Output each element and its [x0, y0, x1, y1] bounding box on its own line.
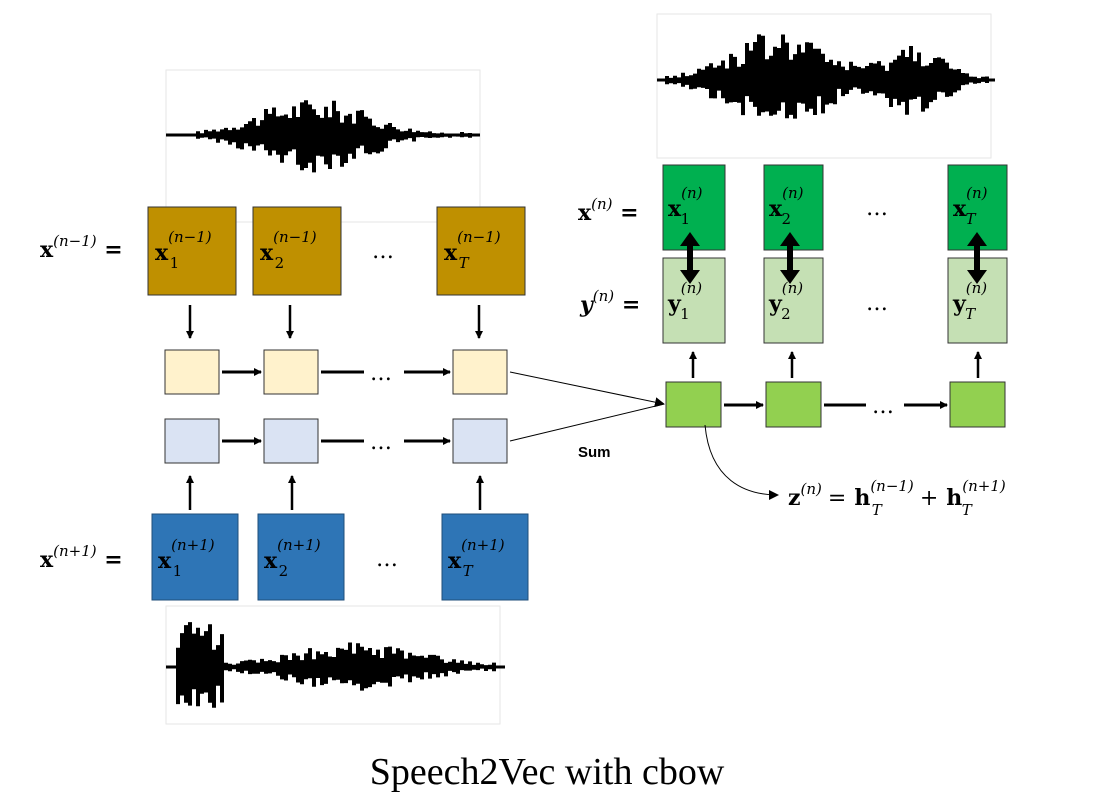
encoder-backward-cell-T [452, 418, 508, 464]
x-target-2-box [763, 164, 824, 251]
waveform-context-next [165, 605, 505, 725]
x-target-2-label: x(n) 2 [769, 184, 804, 228]
row-x-next: x(n+1) = x(n+1) 1 x(n+1) 2 … x(n+1) T [40, 513, 529, 601]
encoder-forward-cell-2 [263, 349, 319, 395]
encoder-backward-ellipsis: … [370, 430, 392, 455]
x-prev-2-box [252, 206, 342, 296]
y-output-T-label: y(n) T [952, 279, 987, 323]
row-x-prev-label: x(n−1) = [40, 232, 123, 263]
decoder-cell-2 [765, 381, 822, 428]
x-next-1-label: x(n+1) 1 [158, 536, 215, 580]
double-arrow-1 [680, 232, 700, 284]
double-arrows-loss [680, 232, 987, 284]
caption: Speech2Vec with cbow [370, 751, 725, 793]
waveform-target [656, 13, 995, 159]
z-pointer-arrow [704, 424, 779, 500]
y-output-1-label: y(n) 1 [667, 279, 702, 323]
x-prev-1-box [147, 206, 237, 296]
double-arrow-T [967, 232, 987, 284]
decoder-row: … [665, 381, 1006, 428]
decoder-ellipsis: … [872, 394, 894, 419]
row-x-target-label: x(n) = [578, 195, 639, 226]
row-x-target: x(n) = x(n) 1 x(n) 2 … x(n) T [578, 164, 1008, 251]
decoder-cell-T [949, 381, 1006, 428]
encoder-backward-row: … [164, 418, 508, 464]
encoder-backward-cell-2 [263, 418, 319, 464]
x-target-T-label: x(n) T [953, 184, 988, 228]
row-x-next-label: x(n+1) = [40, 542, 123, 573]
encoder-forward-row: … [164, 349, 508, 395]
y-output-ellipsis: … [866, 291, 888, 316]
arrows-prev-to-encoder [186, 305, 483, 339]
x-next-ellipsis: … [376, 547, 398, 572]
double-arrow-2 [780, 232, 800, 284]
sum-connectors [509, 371, 665, 442]
x-target-1-box [662, 164, 726, 251]
z-equation: z(n) = h(n−1) T + h(n+1) T [788, 477, 1006, 519]
y-output-2-label: y(n) 2 [768, 279, 803, 323]
waveform-context-prev [165, 69, 481, 223]
x-next-T-box [441, 513, 529, 601]
x-target-1-label: x(n) 1 [668, 184, 703, 228]
x-next-2-label: x(n+1) 2 [264, 536, 321, 580]
row-y-output-label: y(n) = [579, 287, 640, 318]
row-x-prev: x(n−1) = x(n−1) 1 x(n−1) 2 … x(n−1) T [40, 206, 526, 296]
x-next-2-box [257, 513, 345, 601]
arrows-next-to-encoder [186, 475, 484, 510]
x-prev-ellipsis: … [372, 239, 394, 264]
x-target-T-box [947, 164, 1008, 251]
x-prev-1-label: x(n−1) 1 [155, 228, 212, 272]
arrows-decoder-to-output [689, 351, 982, 378]
encoder-forward-ellipsis: … [370, 361, 392, 386]
x-prev-T-box [436, 206, 526, 296]
sum-label: Sum [578, 444, 611, 461]
x-prev-T-label: x(n−1) T [444, 228, 501, 272]
encoder-forward-cell-T [452, 349, 508, 395]
x-next-T-label: x(n+1) T [448, 536, 505, 580]
decoder-cell-1 [665, 381, 722, 428]
encoder-forward-cell-1 [164, 349, 220, 395]
encoder-backward-cell-1 [164, 418, 220, 464]
x-next-1-box [151, 513, 239, 601]
x-target-ellipsis: … [866, 196, 888, 221]
x-prev-2-label: x(n−1) 2 [260, 228, 317, 272]
